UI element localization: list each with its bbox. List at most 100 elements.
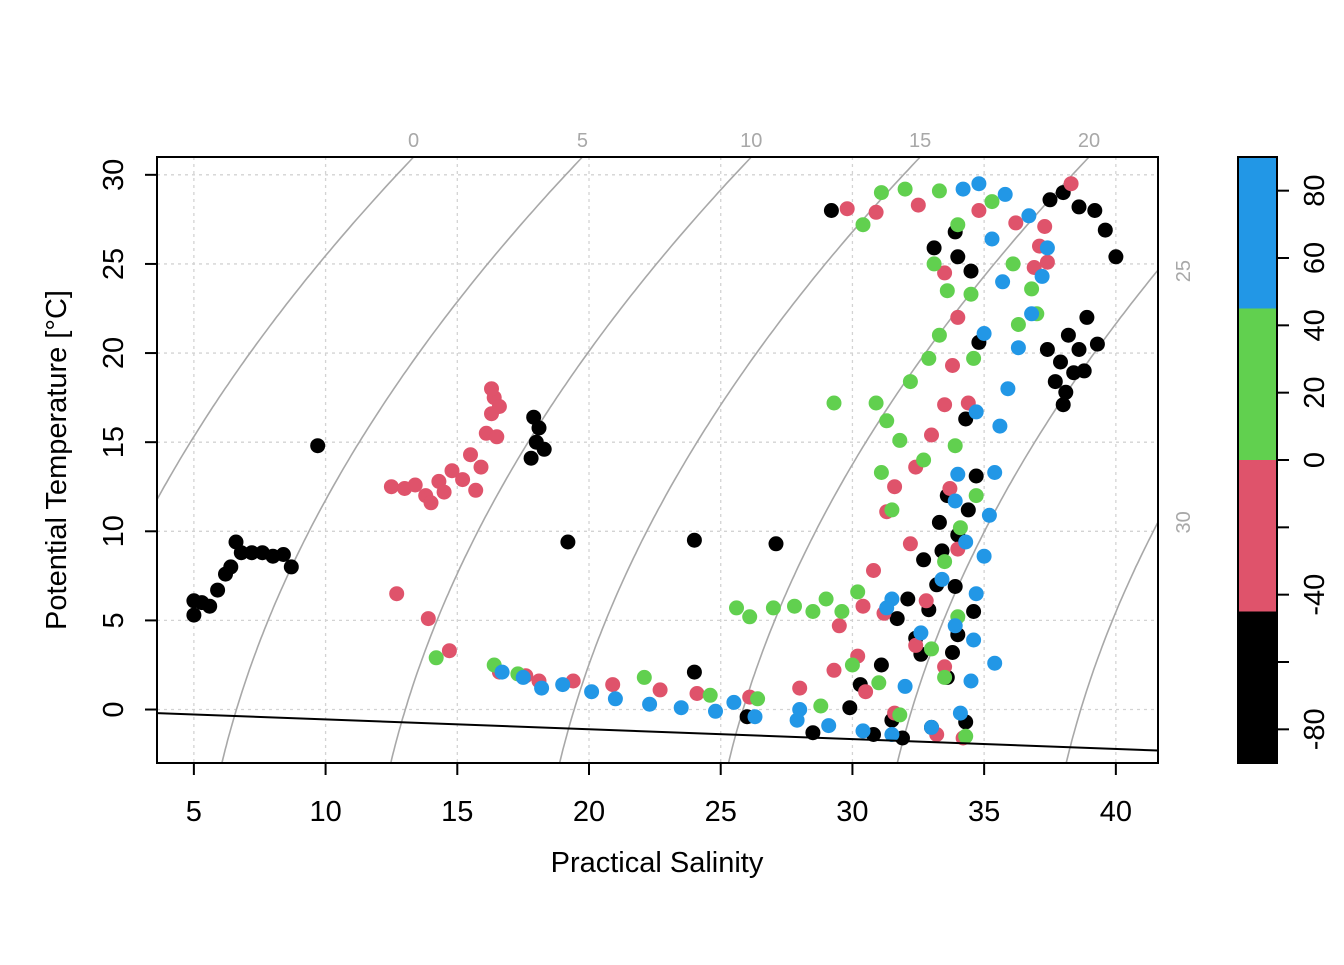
data-point — [210, 582, 226, 598]
x-tick-label: 40 — [1100, 796, 1132, 828]
y-tick-label: 30 — [98, 159, 130, 191]
data-point — [873, 465, 889, 480]
data-point — [1008, 215, 1024, 231]
data-point — [636, 669, 652, 685]
data-point — [1047, 374, 1063, 390]
data-point — [858, 684, 874, 700]
colorbar-segment — [1238, 308, 1277, 460]
data-point — [850, 584, 866, 600]
x-axis-title: Practical Salinity — [551, 847, 764, 879]
data-point — [768, 536, 784, 552]
x-tick-label: 15 — [441, 796, 473, 828]
data-point — [605, 677, 621, 693]
data-point — [652, 682, 668, 698]
freezing-point-line — [157, 712, 1158, 752]
data-point — [968, 404, 984, 420]
colorbar-tick-label: 0 — [1299, 452, 1331, 468]
data-point — [673, 700, 689, 716]
isopycnal-line — [896, 268, 1158, 763]
data-point — [726, 694, 742, 710]
data-point — [1055, 397, 1071, 413]
data-point — [1108, 249, 1124, 265]
data-point — [937, 554, 953, 570]
data-point — [560, 534, 576, 550]
data-point — [747, 709, 763, 725]
y-tick-label: 20 — [98, 337, 130, 369]
data-point — [966, 350, 982, 366]
data-point — [937, 659, 953, 675]
data-point — [971, 203, 987, 218]
data-point — [1060, 327, 1076, 343]
data-point — [892, 707, 908, 723]
data-point — [310, 438, 326, 454]
colorbar-tick-label: 80 — [1299, 175, 1331, 207]
data-point — [1024, 306, 1040, 322]
data-point — [947, 493, 963, 509]
data-point — [844, 657, 860, 673]
data-point — [958, 534, 974, 550]
data-point — [792, 702, 808, 717]
data-point — [952, 520, 968, 536]
data-point — [534, 680, 550, 696]
data-point — [968, 488, 984, 504]
data-point — [937, 397, 953, 413]
data-point — [686, 664, 702, 680]
data-point — [1089, 336, 1105, 352]
data-point — [1037, 219, 1053, 234]
data-point — [945, 358, 960, 373]
y-axis: 0 5 10 15 20 25 30 — [98, 159, 157, 718]
data-point — [441, 643, 457, 659]
data-point — [1063, 176, 1079, 192]
y-axis-title: Potential Temperature [°C] — [41, 290, 73, 630]
data-point — [924, 641, 939, 657]
data-point — [428, 650, 444, 666]
data-point — [963, 673, 979, 689]
data-point — [950, 217, 966, 233]
data-point — [997, 186, 1013, 202]
colorbar-tick-label: 60 — [1299, 242, 1331, 274]
data-point — [900, 591, 916, 607]
data-point — [873, 185, 889, 201]
data-point — [423, 495, 439, 511]
data-point — [995, 274, 1011, 290]
data-point — [918, 593, 934, 609]
colorbar-tick-label: 20 — [1299, 377, 1331, 409]
data-point — [902, 374, 918, 390]
data-point — [897, 181, 913, 197]
data-point — [855, 598, 871, 614]
grid-lines — [157, 157, 1158, 763]
data-point — [826, 395, 842, 411]
isopycnal-line — [558, 157, 921, 763]
isopycnal-line — [157, 157, 415, 502]
data-point — [826, 662, 842, 678]
isopycnal-line — [727, 157, 1090, 763]
colorbar-segment — [1238, 460, 1277, 612]
isopycnal-line — [390, 157, 752, 763]
colorbar-segment — [1238, 157, 1277, 309]
isopycnal-label: 10 — [740, 130, 762, 152]
data-point — [494, 664, 510, 680]
data-point — [926, 240, 942, 256]
data-point — [976, 326, 992, 341]
data-point — [966, 604, 982, 619]
data-point — [821, 718, 837, 734]
data-point — [1010, 317, 1026, 332]
data-point — [1071, 342, 1087, 357]
data-point — [383, 479, 399, 495]
data-point — [702, 687, 718, 703]
data-point — [960, 502, 976, 518]
data-point — [202, 598, 218, 614]
colorbar-tick-label: -40 — [1299, 574, 1331, 616]
data-point — [902, 536, 918, 552]
data-point — [963, 286, 979, 302]
data-point — [708, 703, 723, 719]
isopycnal-line — [221, 157, 583, 763]
x-tick-label: 20 — [573, 796, 605, 828]
isopycnal-label: 30 — [1173, 511, 1195, 533]
data-point — [436, 484, 452, 500]
data-point — [947, 438, 963, 454]
data-point — [950, 309, 966, 325]
data-point — [987, 465, 1003, 480]
data-point — [1097, 222, 1113, 238]
